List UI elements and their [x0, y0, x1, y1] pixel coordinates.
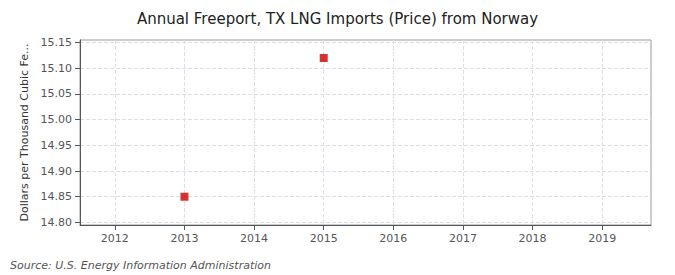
- svg-text:15.05: 15.05: [41, 87, 73, 100]
- svg-text:2017: 2017: [449, 232, 477, 245]
- svg-text:15.00: 15.00: [41, 113, 73, 126]
- svg-text:Annual Freeport, TX LNG Import: Annual Freeport, TX LNG Imports (Price) …: [137, 10, 538, 28]
- svg-text:14.80: 14.80: [41, 216, 73, 229]
- svg-text:Dollars per Thousand Cubic Fe.: Dollars per Thousand Cubic Fe...: [18, 43, 31, 221]
- svg-text:14.95: 14.95: [41, 139, 73, 152]
- svg-text:2018: 2018: [519, 232, 547, 245]
- svg-text:2012: 2012: [101, 232, 129, 245]
- svg-text:2013: 2013: [170, 232, 198, 245]
- svg-text:15.15: 15.15: [41, 36, 73, 49]
- svg-text:2019: 2019: [588, 232, 616, 245]
- svg-text:2014: 2014: [240, 232, 268, 245]
- svg-text:14.85: 14.85: [41, 190, 73, 203]
- svg-text:Source: U.S. Energy Informatio: Source: U.S. Energy Information Administ…: [10, 259, 271, 272]
- svg-text:2015: 2015: [310, 232, 338, 245]
- svg-text:14.90: 14.90: [41, 165, 73, 178]
- svg-text:2016: 2016: [379, 232, 407, 245]
- svg-text:15.10: 15.10: [41, 62, 73, 75]
